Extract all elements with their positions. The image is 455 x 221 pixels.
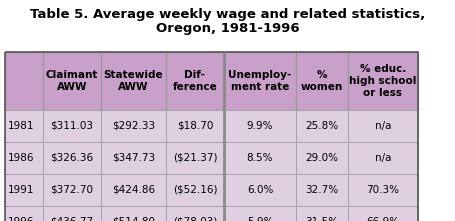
- Bar: [223, 110, 295, 142]
- Text: %
women: % women: [300, 70, 342, 92]
- Bar: [101, 110, 166, 142]
- Text: 6.0%: 6.0%: [246, 185, 273, 195]
- Bar: [101, 174, 166, 206]
- Text: 5.9%: 5.9%: [246, 217, 273, 221]
- Bar: [166, 52, 223, 110]
- Text: 31.5%: 31.5%: [305, 217, 338, 221]
- Text: 9.9%: 9.9%: [246, 121, 273, 131]
- Text: 8.5%: 8.5%: [246, 153, 273, 163]
- Bar: [295, 174, 347, 206]
- Bar: [295, 142, 347, 174]
- Text: $311.03: $311.03: [51, 121, 93, 131]
- Bar: [5, 52, 43, 110]
- Text: 1981: 1981: [8, 121, 35, 131]
- Text: $514.80: $514.80: [112, 217, 155, 221]
- Bar: [223, 174, 295, 206]
- Bar: [101, 206, 166, 221]
- Text: ($21.37): ($21.37): [172, 153, 217, 163]
- Bar: [101, 52, 166, 110]
- Bar: [43, 110, 101, 142]
- Bar: [347, 110, 417, 142]
- Text: 1991: 1991: [8, 185, 35, 195]
- Bar: [295, 52, 347, 110]
- Bar: [166, 174, 223, 206]
- Bar: [101, 142, 166, 174]
- Text: $372.70: $372.70: [51, 185, 93, 195]
- Text: 29.0%: 29.0%: [305, 153, 338, 163]
- Bar: [5, 174, 43, 206]
- Text: $347.73: $347.73: [111, 153, 155, 163]
- Bar: [223, 142, 295, 174]
- Text: 66.9%: 66.9%: [366, 217, 399, 221]
- Text: $326.36: $326.36: [51, 153, 93, 163]
- Bar: [166, 110, 223, 142]
- Bar: [5, 110, 43, 142]
- Bar: [347, 142, 417, 174]
- Text: Oregon, 1981-1996: Oregon, 1981-1996: [156, 22, 299, 35]
- Text: ($52.16): ($52.16): [172, 185, 217, 195]
- Bar: [223, 52, 295, 110]
- Text: 1986: 1986: [8, 153, 35, 163]
- Text: n/a: n/a: [374, 121, 390, 131]
- Text: $436.77: $436.77: [51, 217, 93, 221]
- Text: Dif-
ference: Dif- ference: [172, 70, 217, 92]
- Bar: [43, 206, 101, 221]
- Text: 25.8%: 25.8%: [305, 121, 338, 131]
- Text: $292.33: $292.33: [111, 121, 155, 131]
- Text: $424.86: $424.86: [111, 185, 155, 195]
- Bar: [5, 52, 417, 221]
- Bar: [43, 52, 101, 110]
- Bar: [347, 174, 417, 206]
- Bar: [5, 142, 43, 174]
- Text: Table 5. Average weekly wage and related statistics,: Table 5. Average weekly wage and related…: [30, 8, 425, 21]
- Bar: [166, 142, 223, 174]
- Text: % educ.
high school
or less: % educ. high school or less: [349, 64, 416, 98]
- Text: 70.3%: 70.3%: [366, 185, 399, 195]
- Text: 32.7%: 32.7%: [305, 185, 338, 195]
- Text: 1996: 1996: [8, 217, 35, 221]
- Text: Statewide
AWW: Statewide AWW: [103, 70, 163, 92]
- Bar: [295, 206, 347, 221]
- Text: ($78.03): ($78.03): [172, 217, 217, 221]
- Bar: [166, 206, 223, 221]
- Text: Claimant
AWW: Claimant AWW: [46, 70, 98, 92]
- Bar: [43, 174, 101, 206]
- Bar: [223, 206, 295, 221]
- Bar: [347, 206, 417, 221]
- Bar: [347, 52, 417, 110]
- Text: Unemploy-
ment rate: Unemploy- ment rate: [228, 70, 291, 92]
- Text: $18.70: $18.70: [177, 121, 213, 131]
- Bar: [43, 142, 101, 174]
- Bar: [295, 110, 347, 142]
- Text: n/a: n/a: [374, 153, 390, 163]
- Bar: [5, 206, 43, 221]
